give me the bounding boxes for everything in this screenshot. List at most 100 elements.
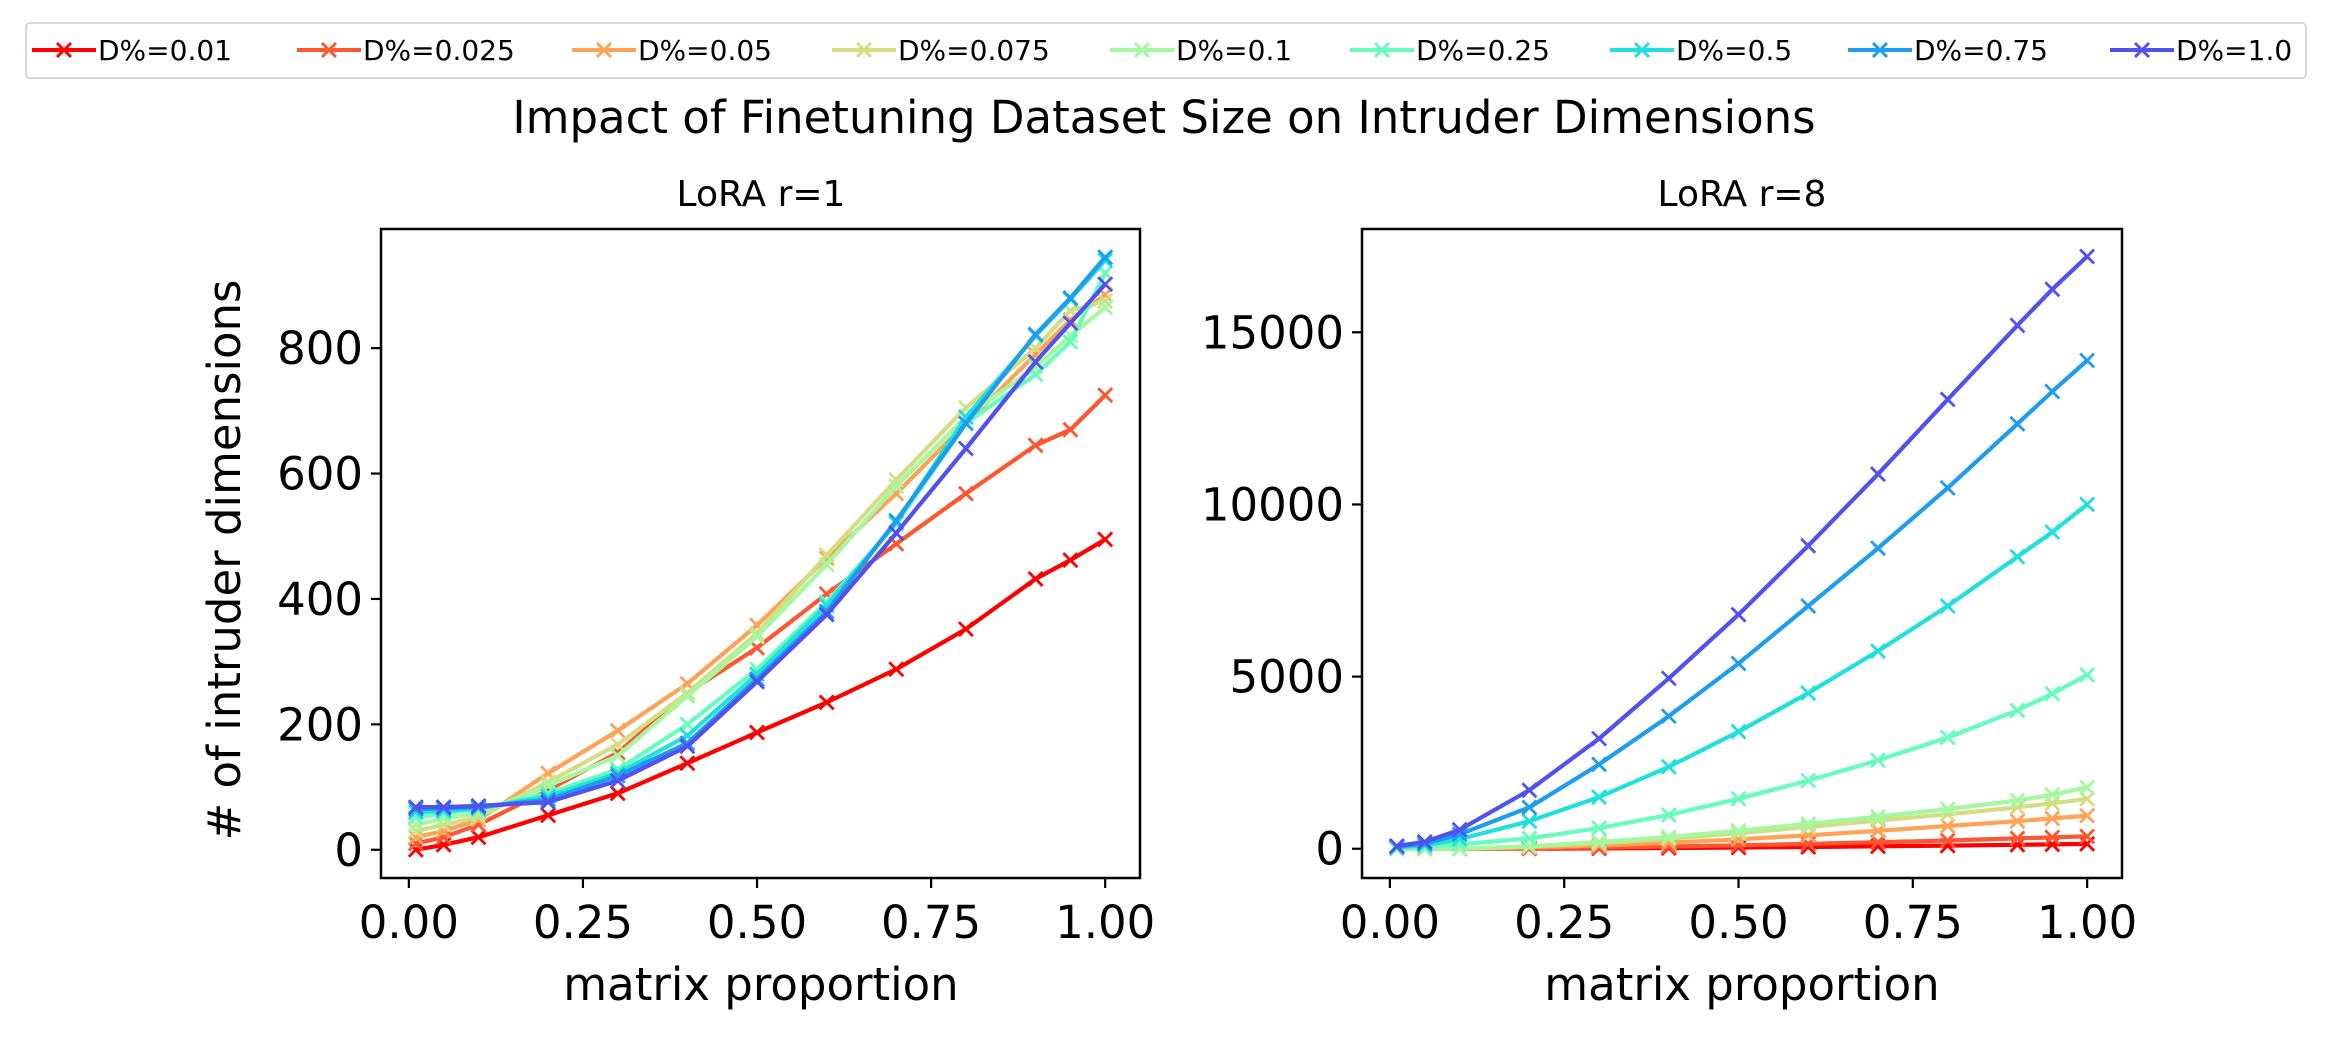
x-tick-label: 0.50	[707, 896, 807, 949]
data-point	[679, 688, 696, 705]
x-tick-label: 1.00	[2037, 896, 2137, 949]
x-tick-label: 1.00	[1055, 896, 1155, 949]
legend-label: D%=0.025	[363, 34, 515, 67]
data-point	[407, 835, 424, 852]
axes-frame	[1360, 227, 2124, 880]
data-point	[1062, 315, 1079, 332]
legend-marker	[2133, 41, 2151, 59]
data-point	[1660, 807, 1677, 823]
series-D%=0.075	[407, 293, 1114, 839]
data-point	[888, 661, 905, 678]
data-point	[2044, 836, 2061, 853]
series-line	[415, 255, 1107, 812]
data-point	[407, 829, 424, 846]
y-tick-label: 0	[334, 824, 363, 877]
x-tick-label: 0.75	[1863, 896, 1963, 949]
series-line	[1396, 254, 2089, 849]
series-line	[1396, 358, 2089, 849]
data-point	[609, 772, 626, 789]
data-point	[1416, 833, 1433, 850]
data-point	[1660, 708, 1677, 725]
legend-item: D%=0.01	[32, 34, 232, 67]
data-point	[1097, 531, 1114, 548]
data-point	[888, 525, 905, 542]
legend-item: D%=0.05	[572, 34, 772, 67]
data-point	[2079, 790, 2096, 807]
axes-frame	[379, 227, 1142, 880]
data-point	[609, 785, 626, 802]
data-point	[2044, 786, 2061, 803]
chart-left-title: LoRA r=1	[677, 174, 846, 215]
data-point	[2044, 685, 2061, 702]
data-point	[1591, 730, 1608, 747]
data-point	[888, 471, 905, 488]
x-tick-label: 0.75	[881, 896, 981, 949]
data-point	[1062, 552, 1079, 569]
data-point	[1869, 808, 1886, 825]
data-point	[1730, 655, 1747, 672]
legend-label: D%=0.75	[1914, 34, 2048, 67]
data-point	[1388, 837, 1405, 854]
data-point	[1800, 815, 1817, 832]
y-tick-label: 800	[277, 322, 363, 375]
data-point	[1939, 729, 1956, 746]
data-point	[1027, 326, 1044, 343]
chart-left-ylabel: # of intruder dimensions	[198, 280, 251, 841]
data-point	[2044, 829, 2061, 846]
series-D%=1.0	[407, 276, 1114, 816]
data-point	[1097, 387, 1114, 404]
data-point	[1730, 723, 1747, 740]
data-point	[2009, 830, 2026, 847]
data-point	[2009, 702, 2026, 719]
legend-marker	[320, 41, 338, 59]
data-point	[609, 722, 626, 739]
data-point	[1062, 421, 1079, 438]
data-point	[1660, 758, 1677, 775]
data-point	[2079, 248, 2096, 265]
data-point	[1869, 643, 1886, 660]
data-point	[1660, 829, 1677, 846]
data-point	[2079, 807, 2096, 824]
data-point	[1521, 830, 1538, 847]
figure-title: Impact of Finetuning Dataset Size on Int…	[512, 91, 1815, 144]
data-point	[407, 841, 424, 858]
legend-item: D%=0.075	[832, 34, 1050, 67]
data-point	[1097, 249, 1114, 266]
data-point	[1800, 537, 1817, 554]
data-point	[1939, 598, 1956, 614]
legend-label: D%=0.01	[98, 34, 232, 67]
legend-item: D%=0.5	[1610, 34, 1792, 67]
chart-left-xlabel: matrix proportion	[563, 958, 958, 1011]
x-tick-label: 0.25	[1514, 896, 1614, 949]
data-point	[2079, 828, 2096, 845]
data-point	[1660, 670, 1677, 687]
data-point	[1521, 782, 1538, 799]
y-tick-label: 5000	[1229, 651, 1344, 704]
data-point	[1869, 752, 1886, 769]
legend-item: D%=0.025	[297, 34, 515, 67]
data-point	[470, 829, 487, 846]
data-point	[609, 747, 626, 764]
data-point	[1939, 832, 1956, 849]
y-tick-label: 10000	[1201, 478, 1344, 531]
data-point	[1591, 789, 1608, 806]
data-point	[1869, 834, 1886, 851]
data-point	[957, 440, 974, 457]
x-tick-label: 0.50	[1688, 896, 1788, 949]
legend-label: D%=1.0	[2176, 34, 2292, 67]
data-point	[1939, 801, 1956, 818]
data-point	[888, 478, 905, 495]
chart-left: LoRA r=1 # of intruder dimensions matrix…	[198, 174, 1155, 1011]
legend-item: D%=0.1	[1110, 34, 1292, 67]
legend-marker	[55, 41, 73, 59]
series-D%=0.25	[407, 264, 1114, 826]
data-point	[1027, 570, 1044, 587]
data-point	[2079, 352, 2096, 369]
data-point	[1451, 821, 1468, 838]
series-D%=0.75	[1388, 352, 2096, 855]
chart-right-title: LoRA r=8	[1658, 174, 1827, 215]
data-point	[2079, 666, 2096, 683]
data-point	[679, 755, 696, 772]
data-point	[749, 628, 766, 645]
